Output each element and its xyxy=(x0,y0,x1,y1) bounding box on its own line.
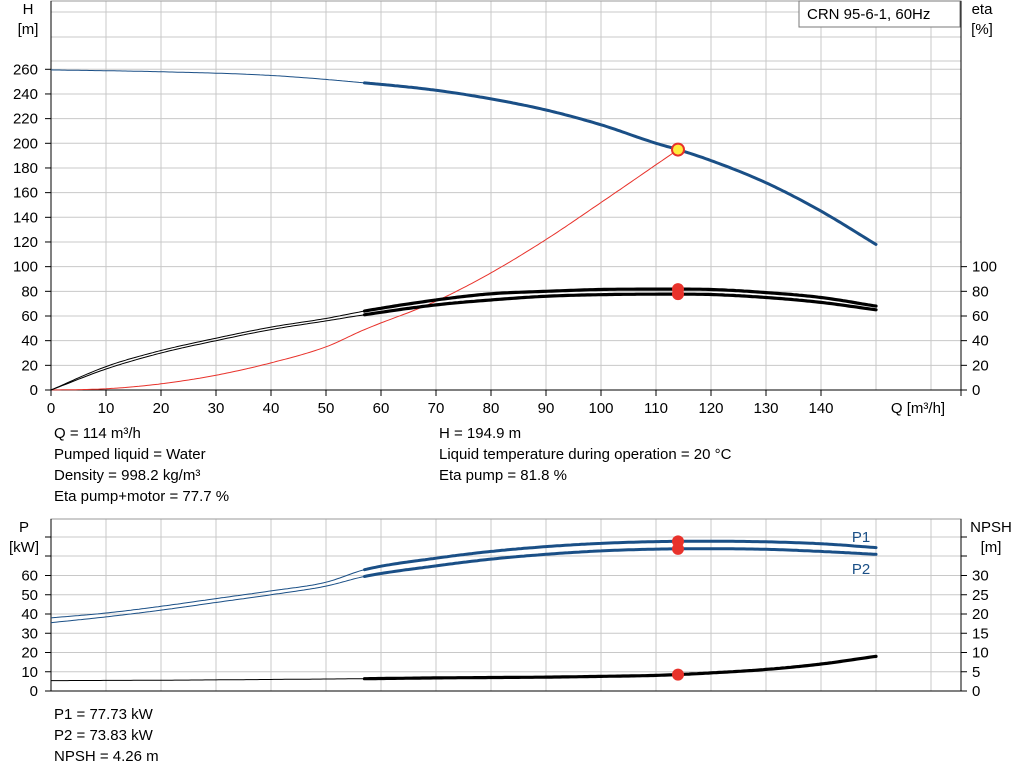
plot-frame xyxy=(50,0,962,391)
y-left-unit-label: [m] xyxy=(18,21,39,38)
y-left-tick-label: 0 xyxy=(30,382,38,399)
info-head: H = 194.9 m xyxy=(439,425,522,442)
y-right-tick-label: 0 xyxy=(972,683,980,700)
info-p1: P1 = 77.73 kW xyxy=(54,706,153,723)
y-left-tick-label: 20 xyxy=(21,645,38,662)
curve-h-extrapolated xyxy=(50,69,365,84)
y-left-tick-label: 20 xyxy=(21,357,38,374)
x-tick-label: 10 xyxy=(98,400,115,417)
x-tick-label: 60 xyxy=(373,400,390,417)
y-left-unit-label: [kW] xyxy=(9,539,39,556)
y-left-tick-label: 0 xyxy=(30,683,38,700)
y-left-tick-label: 180 xyxy=(13,160,38,177)
y-right-axis-label: NPSH xyxy=(970,519,1012,536)
y-left-tick-label: 100 xyxy=(13,259,38,276)
info-right: H = 194.9 m Liquid temperature during op… xyxy=(439,423,731,486)
y-right-tick-label: 60 xyxy=(972,308,989,325)
y-right-unit-label: [m] xyxy=(981,539,1002,556)
curve-eta-pump-curve-extrapolated xyxy=(50,310,365,391)
y-left-axis-label: H xyxy=(23,1,34,18)
y-right-tick-label: 0 xyxy=(972,382,980,399)
info-temperature: Liquid temperature during operation = 20… xyxy=(439,446,732,463)
x-tick-label: 0 xyxy=(47,400,55,417)
x-tick-label: 120 xyxy=(698,400,723,417)
y-left-tick-label: 60 xyxy=(21,568,38,585)
info-density: Density = 998.2 kg/m³ xyxy=(54,467,201,484)
y-left-tick-label: 80 xyxy=(21,283,38,300)
curve-p1 xyxy=(363,539,878,572)
duty-point-npsh xyxy=(672,668,684,681)
y-left-tick-label: 50 xyxy=(21,587,38,604)
curve-h xyxy=(363,81,878,246)
x-tick-label: 80 xyxy=(483,400,500,417)
y-right-tick-label: 10 xyxy=(972,645,989,662)
y-left-tick-label: 30 xyxy=(21,625,38,642)
y-right-tick-label: 100 xyxy=(972,259,997,276)
y-right-tick-label: 30 xyxy=(972,568,989,585)
y-left-tick-label: 10 xyxy=(21,664,38,681)
x-tick-label: 130 xyxy=(753,400,778,417)
y-left-tick-label: 40 xyxy=(21,333,38,350)
duty-point-head xyxy=(671,142,685,157)
y-right-tick-label: 20 xyxy=(972,357,989,374)
curve-p2 xyxy=(363,547,878,578)
curve-eta-pump-motor xyxy=(362,292,878,317)
y-right-unit-label: [%] xyxy=(971,21,993,38)
x-tick-label: 100 xyxy=(588,400,613,417)
x-tick-label: 40 xyxy=(263,400,280,417)
x-tick-label: 70 xyxy=(428,400,445,417)
x-tick-label: 30 xyxy=(208,400,225,417)
y-left-tick-label: 60 xyxy=(21,308,38,325)
y-left-axis-label: P xyxy=(19,519,29,536)
chart-title: CRN 95-6-1, 60Hz xyxy=(807,6,930,23)
curve-npsh xyxy=(362,654,878,681)
y-right-axis-label: eta xyxy=(972,1,994,18)
info-liquid: Pumped liquid = Water xyxy=(54,446,206,463)
duty-point-power xyxy=(672,542,684,555)
y-right-tick-label: 5 xyxy=(972,664,980,681)
curve-label-p2: P2 xyxy=(852,561,870,578)
info-left: Q = 114 m³/h Pumped liquid = Water Densi… xyxy=(54,423,229,507)
curve-p1-extrapolated xyxy=(50,569,365,619)
y-right-tick-label: 40 xyxy=(972,333,989,350)
x-tick-label: 110 xyxy=(644,400,668,417)
y-left-tick-label: 40 xyxy=(21,606,38,623)
y-left-tick-label: 260 xyxy=(13,61,38,78)
x-tick-label: 20 xyxy=(153,400,170,417)
curve-p2-extrapolated xyxy=(50,576,365,624)
y-right-tick-label: 25 xyxy=(972,587,989,604)
x-tick-label: 50 xyxy=(318,400,335,417)
curve-eta-pump-motor-extrapolated xyxy=(50,314,365,391)
x-tick-label: 90 xyxy=(538,400,555,417)
info-p2: P2 = 73.83 kW xyxy=(54,727,153,744)
x-axis-label: Q [m³/h] xyxy=(891,400,945,417)
y-left-tick-label: 140 xyxy=(13,209,38,226)
info-flow: Q = 114 m³/h xyxy=(54,425,141,442)
x-tick-label: 140 xyxy=(808,400,833,417)
y-right-tick-label: 80 xyxy=(972,283,989,300)
y-left-tick-label: 200 xyxy=(13,135,38,152)
duty-point-eta xyxy=(672,288,684,301)
info-eta-pump: Eta pump = 81.8 % xyxy=(439,467,567,484)
curve-eta-pump-curve xyxy=(362,287,878,313)
title-box xyxy=(798,0,961,28)
y-left-tick-label: 120 xyxy=(13,234,38,251)
curve-npsh-extrapolated xyxy=(51,678,365,682)
curve-label-p1: P1 xyxy=(852,529,870,546)
info-eta-pump-motor: Eta pump+motor = 77.7 % xyxy=(54,488,230,505)
info-npsh: NPSH = 4.26 m xyxy=(54,748,159,765)
y-right-tick-label: 20 xyxy=(972,606,989,623)
info-bottom: P1 = 77.73 kW P2 = 73.83 kW NPSH = 4.26 … xyxy=(54,704,159,767)
y-left-tick-label: 220 xyxy=(13,111,38,128)
y-left-tick-label: 160 xyxy=(13,185,38,202)
y-right-tick-label: 15 xyxy=(972,625,989,642)
curve-eta-pump xyxy=(50,149,679,391)
y-left-tick-label: 240 xyxy=(13,86,38,103)
